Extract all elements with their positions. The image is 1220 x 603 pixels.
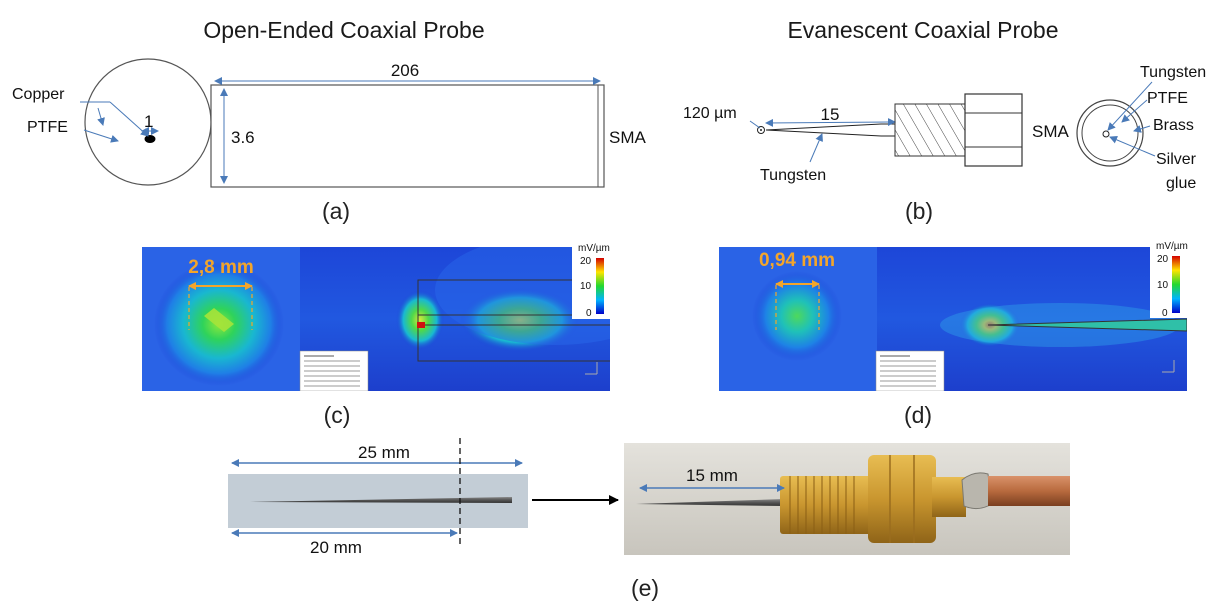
title-open-ended: Open-Ended Coaxial Probe	[203, 17, 484, 43]
colorbar-tick-c-10: 10	[580, 281, 592, 292]
dim-20mm: 20 mm	[310, 538, 362, 557]
panel-e: 25 mm 20 mm 15 mm (e)	[228, 438, 1070, 601]
needle-image	[250, 497, 512, 503]
caption-d: (d)	[904, 402, 932, 428]
colorbar-tick-d-10: 10	[1157, 280, 1169, 291]
label-silver-2: glue	[1166, 175, 1196, 192]
label-sma-b: SMA	[1032, 122, 1070, 141]
dim-25mm: 25 mm	[358, 443, 410, 462]
spot-size-d: 0,94 mm	[759, 250, 835, 271]
tungsten-needle	[765, 123, 896, 137]
sma-nut	[964, 93, 1023, 167]
label-ptfe-b: PTFE	[1147, 90, 1188, 107]
arrow-copper-outer	[97, 107, 105, 126]
caption-c: (c)	[324, 402, 351, 428]
label-ptfe: PTFE	[27, 119, 68, 136]
colorbar-c	[596, 258, 604, 314]
solder-joint	[961, 472, 993, 510]
brass-thread	[780, 476, 872, 534]
panel-d: mV/µm 20 10 0 0,94 mm (d)	[719, 240, 1190, 428]
arrow-needle-length	[765, 118, 896, 127]
dim-length: 206	[391, 61, 419, 80]
label-sma-a: SMA	[609, 128, 647, 147]
colorbar-bg-d	[1150, 240, 1190, 318]
panel-b: 120 µm 15 Tungsten SMA Tungsten PTFE Bra…	[683, 64, 1206, 224]
caption-b: (b)	[905, 198, 933, 224]
dim-15mm: 15 mm	[686, 466, 738, 485]
colorbar-unit-c: mV/µm	[578, 243, 610, 254]
spot-size-c: 2,8 mm	[188, 257, 253, 278]
label-brass: Brass	[1153, 117, 1194, 134]
colorbar-tick-d-20: 20	[1157, 254, 1169, 265]
colorbar-tick-d-0: 0	[1162, 308, 1168, 319]
dim-center: 1	[144, 112, 153, 131]
probe-body	[210, 84, 605, 188]
center-conductor	[144, 135, 156, 143]
label-silver-1: Silver	[1156, 151, 1197, 168]
label-copper: Copper	[12, 86, 65, 103]
colorbar-tick-c-20: 20	[580, 256, 592, 267]
label-tungsten-bottom: Tungsten	[760, 167, 826, 184]
caption-a: (a)	[322, 198, 350, 224]
dim-needle-length: 15	[821, 105, 840, 124]
caption-e: (e)	[631, 575, 659, 601]
dim-height: 3.6	[231, 128, 255, 147]
panel-c: mV/µm 20 10 0 2,8 mm (c)	[142, 241, 610, 428]
colorbar-d	[1172, 256, 1180, 313]
panel-a: Copper PTFE 1 206 3.6 SMA (a)	[12, 58, 647, 224]
colorbar-unit-d: mV/µm	[1156, 241, 1188, 252]
label-tungsten-top: Tungsten	[1140, 64, 1206, 81]
threaded-body	[894, 103, 966, 157]
title-evanescent: Evanescent Coaxial Probe	[787, 17, 1058, 43]
colorbar-tick-c-0: 0	[586, 308, 592, 319]
copper-tube	[988, 476, 1070, 506]
brass-nut	[868, 455, 936, 543]
dim-tip: 120 µm	[683, 105, 737, 122]
arrow-ptfe	[83, 129, 119, 143]
coax-cross-section-b	[1076, 99, 1144, 167]
